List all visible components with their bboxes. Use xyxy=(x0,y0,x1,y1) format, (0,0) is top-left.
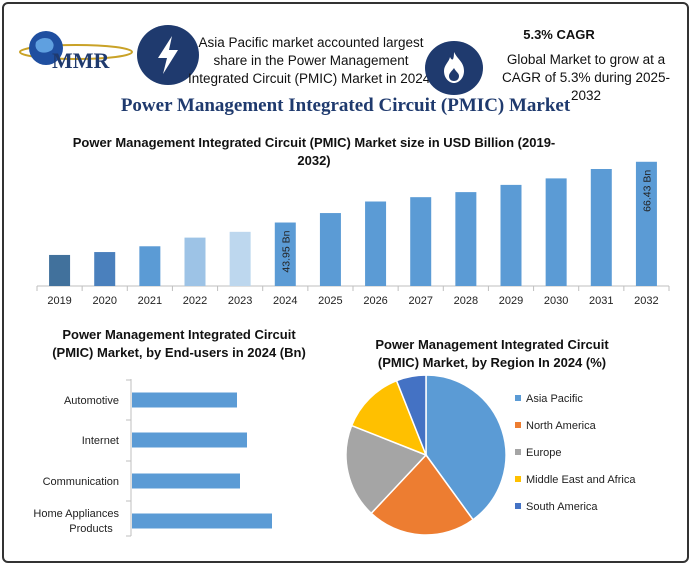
bar-internet xyxy=(132,432,247,448)
x-tick-label: 2029 xyxy=(499,295,523,307)
legend-swatch xyxy=(515,476,521,482)
category-label: Communication xyxy=(43,476,119,488)
main-title: Power Management Integrated Circuit (PMI… xyxy=(120,95,571,116)
pie-slice-south-america xyxy=(395,374,427,456)
x-tick-label: 2031 xyxy=(589,295,613,307)
legend-swatch xyxy=(515,422,521,428)
category-label: Internet xyxy=(82,435,119,447)
x-tick-label: 2025 xyxy=(318,295,342,307)
bar-2023 xyxy=(229,231,251,286)
data-label-2024: 43.95 Bn xyxy=(280,230,292,272)
bar-home-appliances-products xyxy=(132,513,272,529)
x-tick-label: 2026 xyxy=(363,295,387,307)
x-tick-label: 2028 xyxy=(454,295,478,307)
globe-land xyxy=(35,38,54,53)
x-tick-label: 2032 xyxy=(634,295,658,307)
region-chart-title: Power Management Integrated Circuit (PMI… xyxy=(375,337,609,370)
data-label-2032: 66.43 Bn xyxy=(641,170,653,212)
bar-automotive xyxy=(132,392,237,408)
category-label-line: Internet xyxy=(82,435,119,447)
legend-swatch xyxy=(515,503,521,509)
lightning-icon xyxy=(137,25,199,85)
end-users-chart-title: Power Management Integrated Circuit (PMI… xyxy=(52,327,306,360)
bar-2024 xyxy=(274,222,296,286)
bar-2019 xyxy=(49,254,71,286)
x-tick-label: 2027 xyxy=(408,295,432,307)
x-tick-label: 2030 xyxy=(544,295,568,307)
pie-slice-middle-east-and-africa xyxy=(350,379,428,457)
category-label: Home Appliances Products xyxy=(33,508,119,535)
bar-2028 xyxy=(455,192,477,286)
bar-chart-title: Power Management Integrated Circuit (PMI… xyxy=(72,135,556,168)
pie-slice-asia-pacific xyxy=(425,374,507,521)
category-label-line: Products xyxy=(69,523,113,535)
x-tick-label: 2023 xyxy=(228,295,252,307)
category-label-line: Automotive xyxy=(64,395,119,407)
bar-2032 xyxy=(635,161,657,286)
flame-icon xyxy=(425,41,483,95)
right-header-text: Global Market to grow at a CAGR of 5.3% … xyxy=(501,52,671,103)
x-tick-label: 2022 xyxy=(183,295,207,307)
bar-2020 xyxy=(94,252,116,286)
market-size-bar-chart: 2019 2020 2021 2022 2023 2024 43.95 Bn 2025 2026… xyxy=(36,161,670,307)
bar-2026 xyxy=(365,201,387,286)
x-tick-label: 2024 xyxy=(273,295,297,307)
cagr-title: 5.3% CAGR xyxy=(523,27,595,42)
bar-2031 xyxy=(590,169,612,286)
category-label-line: Communication xyxy=(43,476,119,488)
bar-2022 xyxy=(184,237,206,286)
legend-label: Asia Pacific xyxy=(526,393,583,405)
logo-text: MMR xyxy=(52,48,110,73)
mmr-logo xyxy=(19,31,133,65)
legend-swatch xyxy=(515,395,521,401)
legend-label: Middle East and Africa xyxy=(526,474,636,486)
legend-label: Europe xyxy=(526,447,561,459)
legend-label: South America xyxy=(526,501,598,513)
category-label: Automotive xyxy=(64,395,119,407)
x-tick-label: 2021 xyxy=(138,295,162,307)
left-header-text: Asia Pacific market accounted largest sh… xyxy=(187,35,435,86)
legend-swatch xyxy=(515,449,521,455)
legend-label: North America xyxy=(526,420,597,432)
category-label-line: Home Appliances xyxy=(33,508,119,520)
pie-slice-north-america xyxy=(370,453,475,536)
bar-communication xyxy=(132,473,240,489)
x-tick-label: 2019 xyxy=(47,295,71,307)
logo-ring xyxy=(19,44,133,60)
bar-2027 xyxy=(410,197,432,286)
bar-2030 xyxy=(545,178,567,286)
region-pie-chart: Asia Pacific North America Europe Middle Ea… xyxy=(345,374,636,536)
bar-2021 xyxy=(139,246,161,286)
bar-2029 xyxy=(500,184,522,286)
x-tick-label: 2020 xyxy=(92,295,116,307)
end-users-bar-chart: Automotive Internet Communication Home Appl… xyxy=(33,379,272,537)
bar-2025 xyxy=(319,213,341,286)
